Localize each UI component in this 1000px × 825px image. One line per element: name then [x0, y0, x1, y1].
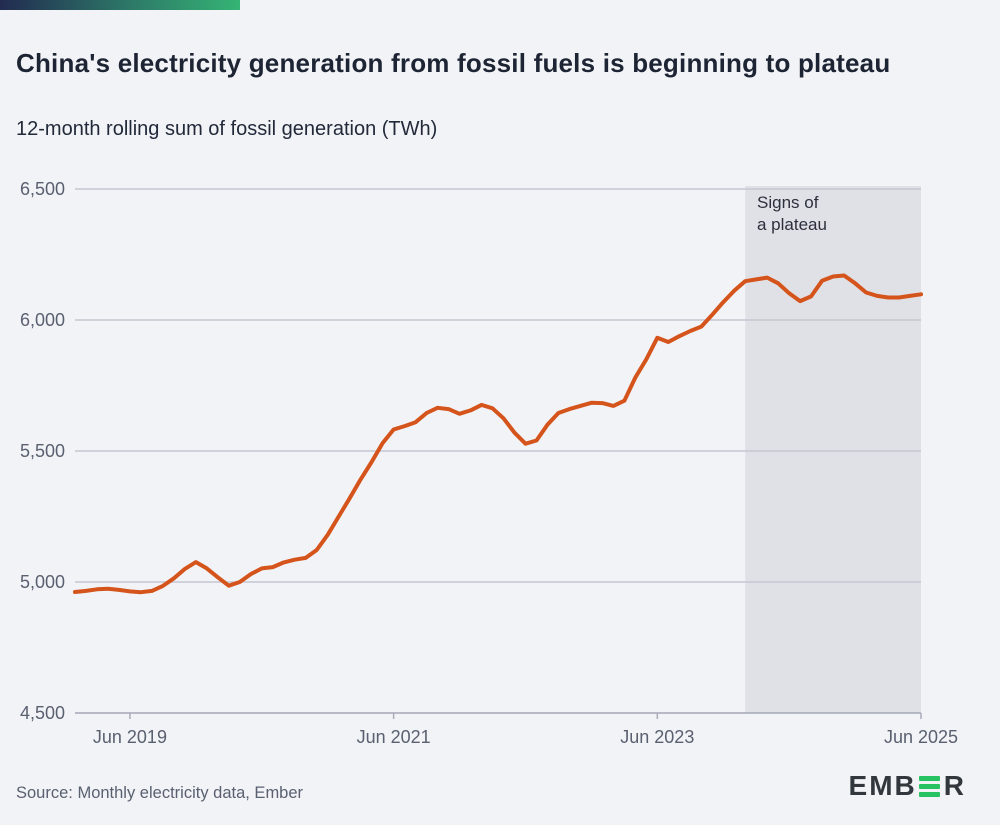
- y-tick-label: 6,000: [20, 310, 65, 330]
- x-axis-labels: Jun 2019 Jun 2021 Jun 2023 Jun 2025: [93, 727, 958, 747]
- gridlines: [75, 188, 921, 714]
- ember-logo-suffix: R: [943, 770, 966, 801]
- ember-logo-prefix: EMB: [848, 770, 917, 801]
- fossil-generation-line: [73, 273, 923, 595]
- plateau-annotation-line2: a plateau: [757, 215, 827, 234]
- plateau-annotation: Signs of a plateau: [757, 193, 827, 234]
- ember-logo: EMB R: [849, 770, 966, 802]
- ember-logo-e-bars-icon: [918, 775, 940, 797]
- y-tick-label: 5,500: [20, 441, 65, 461]
- brand-accent-bar: [0, 0, 240, 10]
- x-tick-label: Jun 2025: [884, 727, 958, 747]
- page-title: China's electricity generation from foss…: [16, 48, 891, 79]
- x-tick-label: Jun 2023: [620, 727, 694, 747]
- y-tick-label: 4,500: [20, 703, 65, 723]
- y-tick-label: 6,500: [20, 179, 65, 199]
- plateau-annotation-line1: Signs of: [757, 193, 819, 212]
- x-tick-label: Jun 2019: [93, 727, 167, 747]
- y-tick-label: 5,000: [20, 572, 65, 592]
- y-axis-labels: 6,500 6,000 5,500 5,000 4,500: [20, 179, 65, 723]
- x-axis-ticks: [129, 713, 922, 719]
- plateau-highlight-region: [745, 186, 921, 713]
- source-note: Source: Monthly electricity data, Ember: [16, 784, 304, 802]
- x-tick-label: Jun 2021: [357, 727, 431, 747]
- page-subtitle: 12-month rolling sum of fossil generatio…: [16, 118, 438, 140]
